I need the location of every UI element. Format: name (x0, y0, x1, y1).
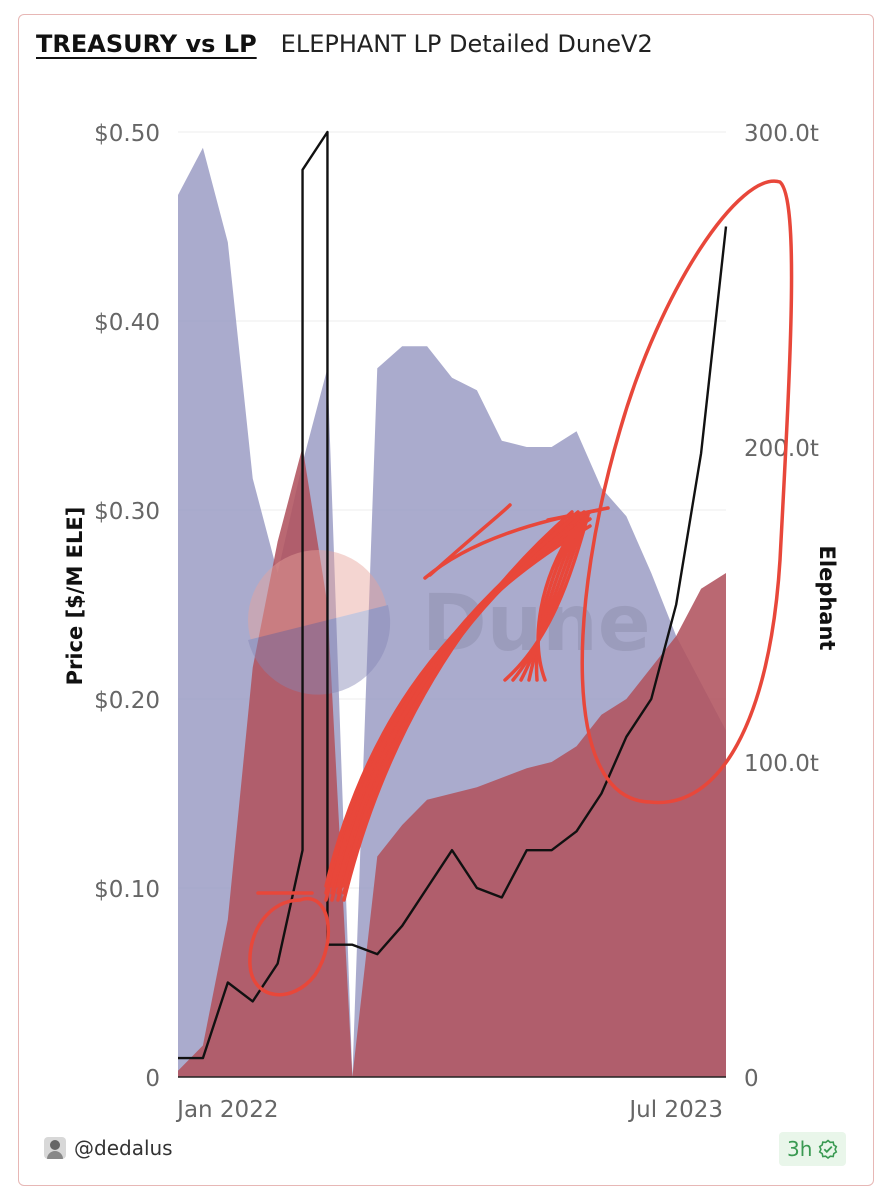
annotation-arrowhead-left2 (428, 503, 512, 577)
annotation-arrowhead-down (519, 519, 584, 682)
lp-area (178, 447, 726, 1077)
watermark-logo-icon (248, 550, 388, 690)
y2-tick-label: 300.0t (744, 121, 819, 147)
chart-title[interactable]: TREASURY vs LP (36, 30, 257, 58)
y-tick-label: $0.30 (94, 499, 160, 525)
annotation-arrowhead-down (503, 513, 590, 682)
y-tick-label: $0.50 (94, 121, 160, 147)
y2-axis-title: Elephant (815, 546, 839, 651)
age-badge: 3h (779, 1132, 847, 1166)
annotation-arrowhead-top (546, 506, 610, 522)
x-tick-label: Jan 2022 (175, 1097, 278, 1123)
x-tick-label: Jul 2023 (627, 1097, 723, 1123)
annotation-arrowhead-down (511, 516, 587, 682)
y-tick-label: 0 (145, 1066, 160, 1092)
watermark-logo-shade (248, 605, 391, 695)
y2-tick-label: 200.0t (744, 436, 819, 462)
annotation-arrow-stroke (342, 524, 574, 888)
y2-tick-label: 0 (744, 1066, 759, 1092)
annotation-arrowhead-down (527, 522, 581, 682)
y2-tick-label: 100.0t (744, 751, 819, 777)
footer-author[interactable]: @dedalus (44, 1136, 173, 1160)
price-line (178, 130, 728, 1060)
check-badge-icon (819, 1139, 838, 1159)
annotation-arrowhead-down (536, 528, 575, 682)
author-handle[interactable]: @dedalus (74, 1136, 173, 1160)
y-tick-label: $0.40 (94, 310, 160, 336)
y-tick-label: $0.10 (94, 877, 160, 903)
annotation-arrowhead-down (534, 525, 578, 682)
annotation-group (248, 179, 794, 997)
annotation-ellipse-large (580, 179, 794, 805)
dune-watermark: Dune (248, 550, 651, 695)
annotation-circle-small (248, 896, 331, 997)
author-avatar (44, 1137, 66, 1159)
y-tick-label: $0.20 (94, 688, 160, 714)
chart-subtitle: ELEPHANT LP Detailed DuneV2 (280, 30, 653, 58)
age-text: 3h (787, 1137, 813, 1161)
chart-header: TREASURY vs LP ELEPHANT LP Detailed Dune… (36, 30, 653, 58)
y-axis-title: Price [$/M ELE] (63, 507, 87, 686)
